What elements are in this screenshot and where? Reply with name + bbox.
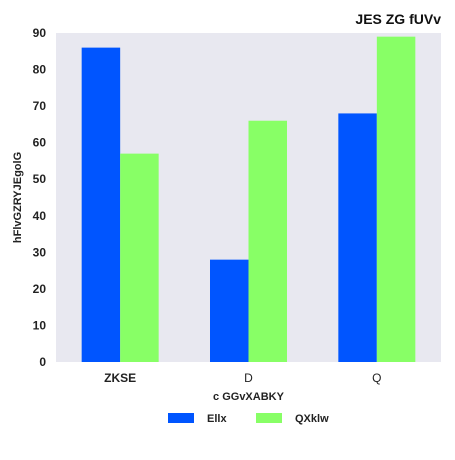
- x-tick-label: ZKSE: [104, 371, 136, 385]
- chart-title: JES ZG fUVv: [355, 11, 441, 27]
- y-tick-label: 0: [39, 355, 46, 369]
- y-tick-label: 80: [33, 63, 47, 77]
- x-tick-label: Q: [372, 371, 381, 385]
- x-axis-title: c GGvXABKY: [213, 391, 285, 403]
- y-tick-label: 30: [33, 245, 47, 259]
- legend-label-ellx: Ellx: [207, 413, 227, 425]
- legend-swatch-qxklw: [256, 413, 282, 423]
- y-tick-label: 10: [33, 318, 47, 332]
- y-axis-title: hFlvGZRYJEgolG: [12, 152, 24, 243]
- legend-swatch-ellx: [168, 413, 194, 423]
- bar-qxklw-zkse: [120, 153, 159, 362]
- y-tick-label: 60: [33, 136, 47, 150]
- bar-ellx-q: [338, 113, 377, 362]
- y-tick-label: 70: [33, 99, 47, 113]
- y-tick-label: 40: [33, 209, 47, 223]
- bar-ellx-zkse: [81, 47, 121, 362]
- y-axis-ticks: 0 10 20 30 40 50 60 70 80 90: [33, 26, 47, 369]
- bar-qxklw-d: [248, 120, 287, 362]
- y-tick-label: 50: [33, 172, 47, 186]
- bar-qxklw-q: [376, 36, 416, 363]
- legend: Ellx QXklw: [168, 413, 329, 425]
- x-axis-ticks: ZKSE D Q: [104, 371, 381, 385]
- bar-ellx-d: [210, 259, 249, 362]
- y-tick-label: 20: [33, 282, 47, 296]
- legend-label-qxklw: QXklw: [295, 413, 329, 425]
- y-tick-label: 90: [33, 26, 47, 40]
- bars-group: [81, 36, 416, 363]
- x-tick-label: D: [244, 371, 253, 385]
